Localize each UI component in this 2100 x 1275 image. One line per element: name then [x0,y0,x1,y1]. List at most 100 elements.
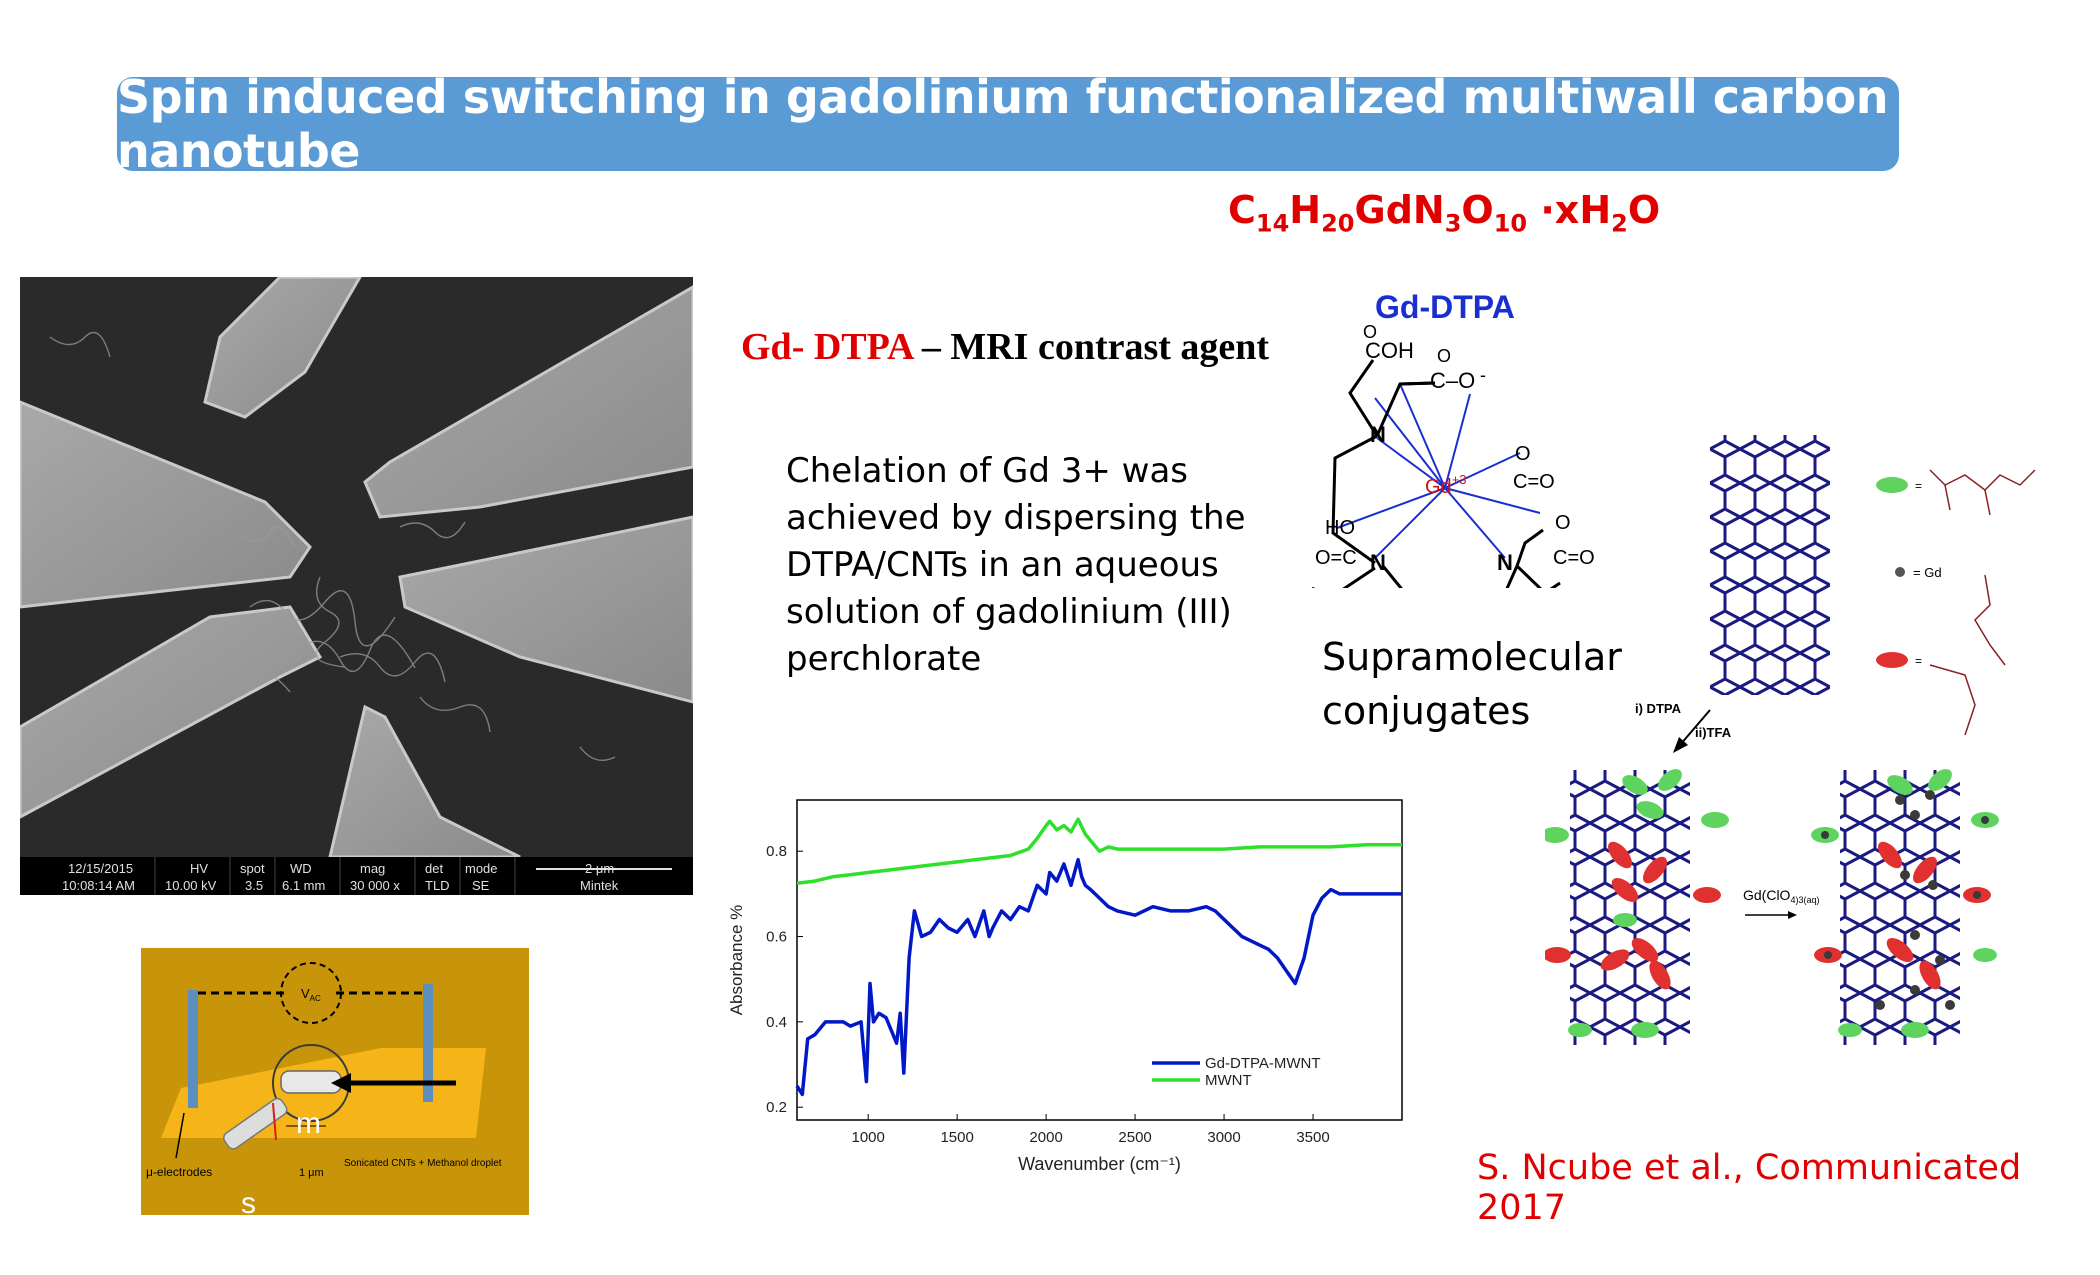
s-label: s [241,1187,256,1215]
step1-tfa: ii)TFA [1695,725,1732,740]
sem-mag-label: mag [360,861,385,876]
red-arrow [272,1102,277,1141]
sem-company: Mintek [580,878,619,893]
gd-atoms [1821,790,1989,1010]
title-banner: Spin induced switching in gadolinium fun… [117,70,1899,178]
legend-label: Gd-DTPA-MWNT [1205,1055,1321,1072]
device-scale-label: 1 μm [299,1167,324,1179]
formula-sub: 10 [1493,209,1528,238]
c-eq-o-right-label: C=O [1513,471,1555,493]
gd-legend-icon [1895,567,1905,577]
step2-label: Gd(ClO4)3(aq) [1743,887,1819,905]
sem-wd-label: WD [290,861,312,876]
o-top2-label: O [1437,346,1451,366]
supra-line1: Supramolecular [1322,635,1622,679]
o-minus-right-label: O [1515,443,1531,465]
n-right-label: N [1497,550,1513,575]
x-axis-label: Wavenumber (cm⁻¹) [1018,1154,1181,1174]
sem-mode-label: mode [465,861,498,876]
minus-label: - [1480,365,1486,385]
step1-arrow [1679,709,1711,746]
electrode-left-upper [20,400,312,609]
nanotube-s-icon [223,1097,288,1150]
red-legend-eq: = [1915,654,1922,668]
electrode-left-lower [20,605,323,819]
red-legend-icon [1876,652,1908,668]
formula-sub: 20 [1321,209,1355,238]
electrodes-label: μ-electrodes [146,1165,212,1179]
slide-title: Spin induced switching in gadolinium fun… [117,70,1889,178]
x-tick-label: 1500 [940,1129,973,1146]
o-top-label: O [1363,322,1377,342]
pristine-nanotube [1710,435,1830,695]
y-tick-label: 0.4 [766,1014,787,1031]
sem-det-label: det [425,861,443,876]
formula-part: O [1461,188,1494,232]
gd-center-label: Gd+3 [1425,472,1467,498]
sem-mag: 30 000 x [350,878,400,893]
supra-line2: conjugates [1322,689,1531,733]
x-tick-label: 3500 [1296,1129,1329,1146]
sem-hv: 10.00 kV [165,878,217,893]
electrode-left-bar [188,990,198,1108]
series-line-mwnt [796,817,1402,885]
sem-status-dividers [154,857,516,895]
molecule-skeleton [1312,359,1561,588]
sem-spot: 3.5 [245,878,263,893]
arrow-left-icon [331,1073,351,1093]
functionalization-scheme: = = Gd = i) DTPA ii)TFA Gd(ClO4)3(aq) [1545,435,2036,1045]
plot-area [796,799,1403,1121]
red-dtpa-groups [1545,841,1721,990]
m-label: m [296,1107,321,1140]
step1-dtpa: i) DTPA [1635,701,1682,716]
sem-micrograph: 12/15/2015 HV spot WD mag det mode 2 μm … [20,277,693,895]
device-schematic: VAC 1 μm m s μ-electrodes Sonicated CNTs… [141,948,529,1215]
formula-sub: 3 [1444,209,1462,238]
step1-arrowhead-icon [1673,737,1688,753]
electrode-right-upper [363,285,693,519]
vac-label: VAC [301,986,321,1003]
sem-status-bar [20,857,693,895]
sem-time: 10:08:14 AM [62,878,135,893]
c-o-label: C–O [1430,368,1475,393]
citation: S. Ncube et al., Communicated 2017 [1477,1148,2022,1228]
gd-dtpa-heading: Gd- DTPA – MRI contrast agent [741,325,1269,369]
electrodes-pointer [175,1112,185,1159]
ftir-chart: 1000 1500 2000 2500 3000 3500 0.2 0.4 0.6 0.8 Wave… [727,799,1403,1174]
chemical-formula: C14H20GdN3O10 ·xH2O [1228,188,1660,238]
sem-det: TLD [425,878,450,893]
coordination-bonds [1336,383,1541,559]
sem-spot-label: spot [240,861,265,876]
y-tick-label: 0.8 [766,843,787,860]
sem-hv-label: HV [190,861,208,876]
step2-arrowhead-icon [1788,911,1797,919]
formula-part: O [1627,188,1661,232]
electrode-right-bar [423,984,433,1102]
legend-label: MWNT [1205,1072,1252,1089]
formula-sub: 2 [1611,209,1628,238]
green-legend-eq: = [1915,479,1922,493]
o-eq-c-label: O=C [1315,547,1357,569]
supramolecular-caption: Supramolecular conjugates [1322,630,1622,738]
heading-red: Gd- DTPA [741,326,913,368]
green-legend-icon [1876,477,1908,493]
sem-mode: SE [472,878,490,893]
gd-nanotube [1840,770,1960,1045]
gd-loaded-groups [1811,769,1999,1038]
formula-part: ·xH [1527,188,1612,232]
green-dtpa-groups [1545,769,1729,1038]
dtpa-nanotube [1570,770,1690,1045]
nanotube-network [49,331,616,761]
sem-wd: 6.1 mm [282,878,325,893]
ho-label: HO [1325,517,1355,539]
x-tick-label: 2000 [1029,1129,1062,1146]
electrode-right-lower [398,515,693,704]
x-tick-label: 3000 [1207,1129,1240,1146]
n-left-label: N [1370,550,1386,575]
nanotube-icon [280,1070,342,1094]
o-minus-br-label: O [1555,512,1571,534]
dtpa-legend-structures [1929,469,2036,736]
droplet-label: Sonicated CNTs + Methanol droplet [344,1158,502,1169]
formula-part: C [1228,188,1256,232]
gd-legend-text: = Gd [1913,565,1942,580]
